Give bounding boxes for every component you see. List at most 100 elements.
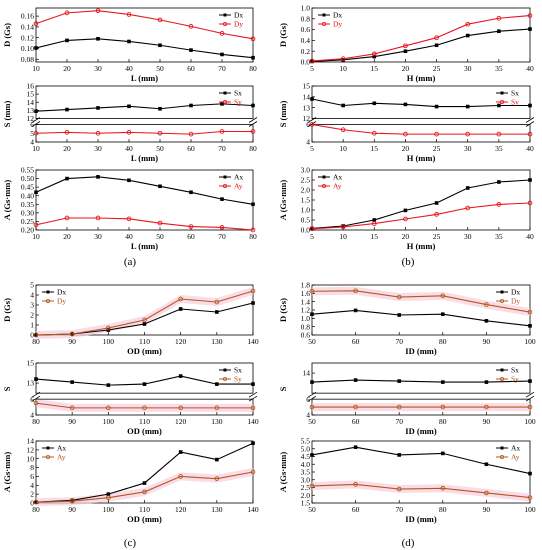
chart-5-xlabel: H (mm): [407, 241, 436, 251]
chart-9-ytick-label: 1.2: [301, 306, 311, 315]
chart-0-legend-label: Dy: [234, 20, 243, 29]
chart-1-series-1-point: [188, 131, 194, 137]
chart-5-series-1-point: [434, 212, 439, 217]
chart-8-legend-label: Ax: [57, 444, 66, 453]
chart-1-xtick-label: 80: [249, 144, 257, 153]
chart-10-series-1-point: [353, 404, 358, 410]
chart-2-series-0-point: [65, 176, 69, 181]
chart-11-series-0-point: [310, 453, 314, 457]
chart-0-xtick-label: 50: [156, 64, 164, 73]
chart-3-series-1-point: [403, 43, 408, 49]
chart-0-series-0-point: [96, 36, 100, 41]
chart-10-ytick-label: 6: [306, 395, 310, 404]
chart-4-series-0-point: [528, 103, 532, 108]
chart-2-series-0-point: [96, 175, 100, 179]
chart-6-xtick-label: 140: [247, 337, 259, 346]
chart-0-ytick-label: 0.14: [21, 23, 34, 32]
chart-2-ytick-label: 0.20: [21, 226, 34, 235]
chart-1-series-1-point: [33, 130, 39, 136]
chart-5-ytick-label: 3.0: [301, 166, 311, 175]
chart-0-xtick-label: 70: [218, 64, 226, 73]
chart-11-ytick-label: 2.0: [301, 491, 311, 500]
chart-6-series-0-point: [215, 310, 219, 314]
chart-9-xtick-label: 90: [483, 337, 491, 346]
chart-3-xtick-label: 20: [402, 64, 410, 73]
chart-0-series-1-point: [64, 10, 70, 16]
panel-label-c: (c): [124, 537, 137, 549]
chart-0-ytick-label: 0.12: [21, 33, 34, 42]
chart-11-series-1-line: [311, 483, 531, 499]
chart-4-ytick-label: 14: [303, 92, 311, 101]
chart-9-legend-marker: [499, 298, 504, 303]
chart-3-xtick-label: 40: [526, 64, 534, 73]
chart-3-series-0-point: [372, 54, 377, 59]
chart-0-series-0-point: [65, 38, 69, 43]
chart-10-xtick-label: 50: [308, 417, 316, 426]
chart-8-series-1-point: [214, 476, 220, 481]
chart-5-series-0-point: [528, 178, 532, 182]
chart-0-series-1-point: [126, 12, 132, 17]
chart-11-ytick-label: 3.0: [301, 475, 311, 484]
chart-11-xlabel: ID (mm): [405, 514, 437, 524]
chart-11-legend-marker: [499, 454, 504, 459]
chart-3-series-0-point: [528, 27, 532, 31]
chart-5-legend-label: Ay: [333, 182, 342, 191]
chart-8-series-1-point: [69, 498, 75, 504]
chart-8-ytick-label: 6: [30, 472, 34, 481]
chart-7-ytick-label: 13: [27, 379, 35, 388]
chart-7-ytick-label: 6: [30, 395, 34, 404]
chart-4-series-0-point: [497, 103, 501, 108]
chart-5-xtick-label: 10: [339, 232, 347, 241]
chart-10-ylabel: S: [278, 386, 288, 391]
chart-6-ytick-label: 4: [30, 291, 34, 300]
chart-9-ytick-label: 0.6: [301, 331, 311, 340]
chart-3-series-0-line: [311, 28, 531, 63]
chart-1-ytick-label: 12: [27, 114, 35, 123]
chart-11-series-0-point: [441, 451, 445, 456]
chart-3-legend-marker: [322, 13, 326, 17]
chart-4-legend-marker: [499, 100, 504, 105]
chart-9-series-0-point: [441, 312, 445, 316]
chart-7-series-0-point: [178, 374, 183, 378]
chart-8-series-0-point: [215, 457, 219, 462]
chart-7-xtick-label: 100: [103, 417, 115, 426]
chart-1-ytick-label: 14: [27, 98, 35, 107]
chart-11-ytick-label: 5.5: [301, 437, 311, 446]
chart-10-break-mark-right: [525, 391, 535, 402]
chart-11-xtick-label: 70: [395, 505, 403, 514]
chart-2-series-1-point: [33, 222, 39, 228]
chart-3-xtick-label: 5: [310, 64, 314, 73]
chart-0-group: 10 20 30 40 50 60 70 80 0.08 0.10 0.120.14 0.16 L (m…: [2, 7, 257, 83]
chart-10-xtick-label: 90: [483, 417, 491, 426]
chart-2-xtick-label: 20: [63, 232, 71, 241]
chart-6-xtick-label: 120: [175, 337, 187, 346]
chart-1-series-1-point: [157, 130, 163, 136]
chart-3-series-0-point: [465, 33, 470, 38]
chart-1-ytick-label: 4: [30, 138, 34, 147]
chart-9-legend-label: Dy: [511, 297, 520, 306]
chart-1-series-0-point: [65, 107, 69, 112]
chart-5-ytick-label: 1.5: [301, 196, 311, 205]
chart-10-legend-label: Sy: [511, 375, 519, 384]
chart-1-legend-marker: [223, 91, 227, 95]
chart-3-series-0-point: [310, 59, 314, 64]
chart-2-legend-label: Ax: [234, 173, 243, 182]
chart-9-ytick-label: 1.0: [301, 314, 311, 323]
chart-10-series-0-point: [528, 379, 532, 383]
chart-2-series-0-point: [127, 178, 131, 183]
chart-6-xtick-label: 80: [32, 337, 40, 346]
chart-1-series-1-line: [35, 130, 253, 135]
chart-9-series-0-point: [310, 312, 314, 316]
chart-7-series-1-point: [214, 405, 220, 411]
chart-1-legend-label: Sy: [234, 98, 242, 107]
chart-8-xtick-label: 80: [32, 505, 40, 514]
chart-10-xlabel: ID (mm): [405, 426, 437, 436]
chart-7-series-0-point: [142, 382, 147, 386]
chart-0-xtick-label: 60: [187, 64, 195, 73]
chart-3-series-1-point: [434, 35, 439, 41]
chart-8-series-1-point: [105, 495, 111, 501]
chart-4-ylabel: S (mm): [278, 100, 288, 127]
chart-6-series-1-point: [214, 299, 220, 305]
chart-11-ytick-label: 2.5: [301, 483, 311, 492]
chart-9-xtick-label: 70: [395, 337, 403, 346]
